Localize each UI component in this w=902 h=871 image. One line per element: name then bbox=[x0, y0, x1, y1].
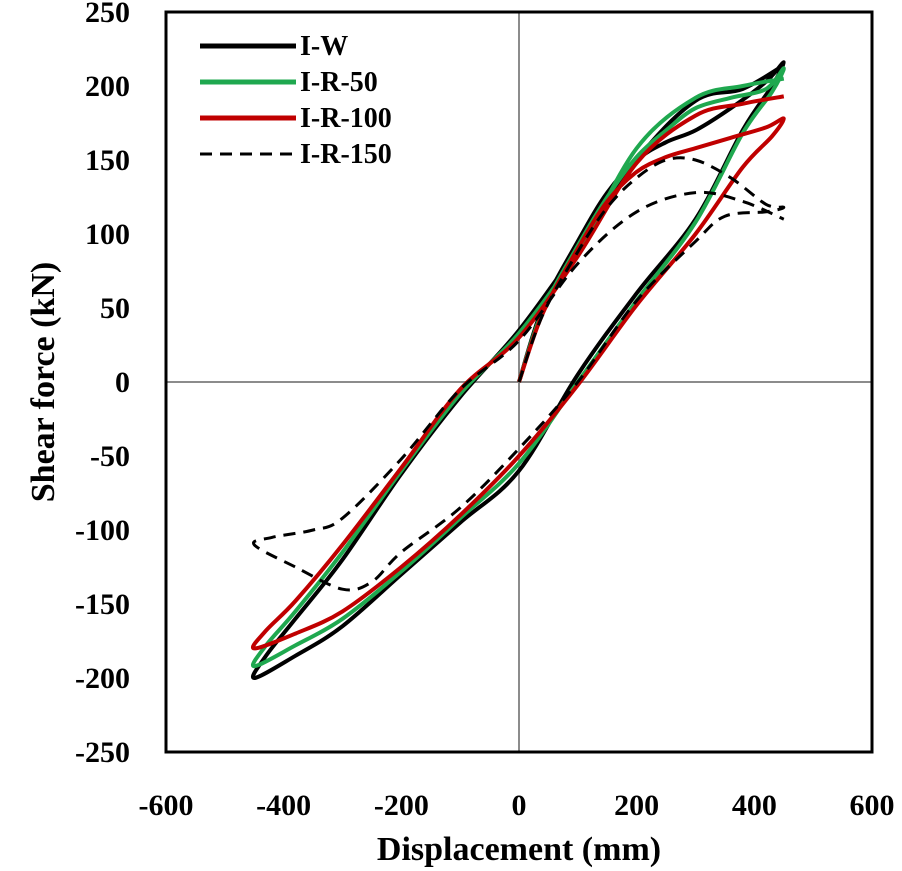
legend-label-i-r-50: I-R-50 bbox=[300, 67, 378, 98]
x-tick-label: -400 bbox=[256, 789, 311, 822]
series-line-i-r-100 bbox=[251, 94, 786, 651]
legend-label-i-r-150: I-R-150 bbox=[300, 139, 392, 170]
y-tick-label: 0 bbox=[115, 366, 130, 399]
series-layer bbox=[251, 60, 786, 680]
x-tick-labels: -600 -400 -200 0 200 400 600 bbox=[139, 789, 895, 822]
x-axis-title: Displacement (mm) bbox=[377, 831, 661, 868]
y-tick-label: 150 bbox=[85, 144, 130, 177]
y-tick-label: 250 bbox=[85, 0, 130, 29]
x-tick-label: 200 bbox=[614, 789, 659, 822]
y-tick-label: -150 bbox=[75, 588, 130, 621]
y-tick-labels: 250 200 150 100 50 0 -50 -100 -150 -200 -250 bbox=[75, 0, 130, 769]
x-tick-label: 0 bbox=[512, 789, 527, 822]
y-tick-label: -200 bbox=[75, 662, 130, 695]
legend-label-i-w: I-W bbox=[300, 31, 348, 62]
series-line-i-r-50 bbox=[251, 66, 786, 669]
series-line-i-r-150 bbox=[252, 156, 786, 592]
x-tick-label: 600 bbox=[850, 789, 895, 822]
y-tick-label: 50 bbox=[100, 292, 130, 325]
x-tick-label: -600 bbox=[139, 789, 194, 822]
plot-area-frame bbox=[164, 10, 874, 754]
legend-label-i-r-100: I-R-100 bbox=[300, 103, 392, 134]
y-tick-label: -100 bbox=[75, 514, 130, 547]
x-tick-label: 400 bbox=[732, 789, 777, 822]
y-tick-label: 100 bbox=[85, 218, 130, 251]
y-tick-label: 200 bbox=[85, 70, 130, 103]
y-tick-label: -250 bbox=[75, 736, 130, 769]
x-tick-label: -200 bbox=[374, 789, 429, 822]
legend: I-W I-R-50 I-R-100 I-R-150 bbox=[200, 31, 392, 170]
y-tick-label: -50 bbox=[90, 440, 130, 473]
y-axis-title: Shear force (kN) bbox=[25, 262, 62, 502]
